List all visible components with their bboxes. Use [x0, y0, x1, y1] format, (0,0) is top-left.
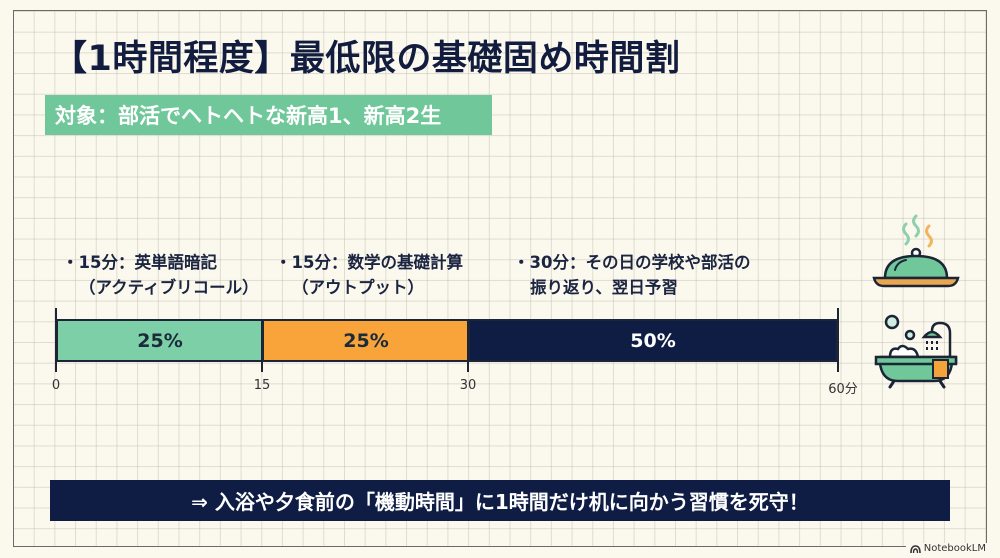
time-allocation-bar: 25% 25% 50% [56, 319, 838, 362]
bar-segment-review: 50% [468, 319, 838, 362]
page-title: 【1時間程度】最低限の基礎固め時間割 [52, 39, 681, 79]
meal-cloche-icon [872, 214, 960, 288]
activity-label-line2: （アウトプット） [292, 278, 424, 297]
bar-segment-english: 25% [56, 319, 262, 362]
activity-label-line2: 振り返り、翌日予習 [530, 278, 678, 297]
watermark-text: NotebookLM [923, 543, 986, 554]
axis-tick-15 [261, 319, 263, 372]
axis-label-60: 60分 [828, 382, 858, 397]
activity-label-math: ・15分：数学の基礎計算 （アウトプット） [275, 250, 463, 300]
axis-label-0: 0 [51, 378, 61, 393]
axis-tick-30 [467, 319, 469, 372]
key-takeaway-banner: ⇒ 入浴や夕食前の「機動時間」に1時間だけ机に向かう習慣を死守！ [50, 480, 950, 521]
activity-label-line1: ・15分：英単語暗記 [62, 253, 217, 272]
segment-percent-label: 25% [343, 329, 389, 352]
activity-label-line1: ・30分：その日の学校や部活の [513, 253, 751, 272]
axis-tick-60 [837, 308, 839, 372]
axis-tick-0 [55, 308, 57, 372]
segment-percent-label: 25% [137, 329, 183, 352]
activity-label-english: ・15分：英単語暗記 （アクティブリコール） [62, 250, 259, 300]
activity-label-line1: ・15分：数学の基礎計算 [275, 253, 463, 272]
target-audience-badge: 対象：部活でヘトヘトな新高1、新高2生 [45, 95, 492, 135]
bar-segment-math: 25% [262, 319, 468, 362]
axis-label-30: 30 [459, 378, 477, 393]
axis-label-15: 15 [253, 378, 271, 393]
segment-percent-label: 50% [630, 329, 676, 352]
bathtub-icon [874, 314, 958, 389]
activity-label-review: ・30分：その日の学校や部活の 振り返り、翌日予習 [513, 250, 750, 300]
activity-label-line2: （アクティブリコール） [79, 278, 259, 297]
notebooklm-logo-icon [909, 544, 921, 553]
notebooklm-watermark: NotebookLM [905, 543, 990, 554]
